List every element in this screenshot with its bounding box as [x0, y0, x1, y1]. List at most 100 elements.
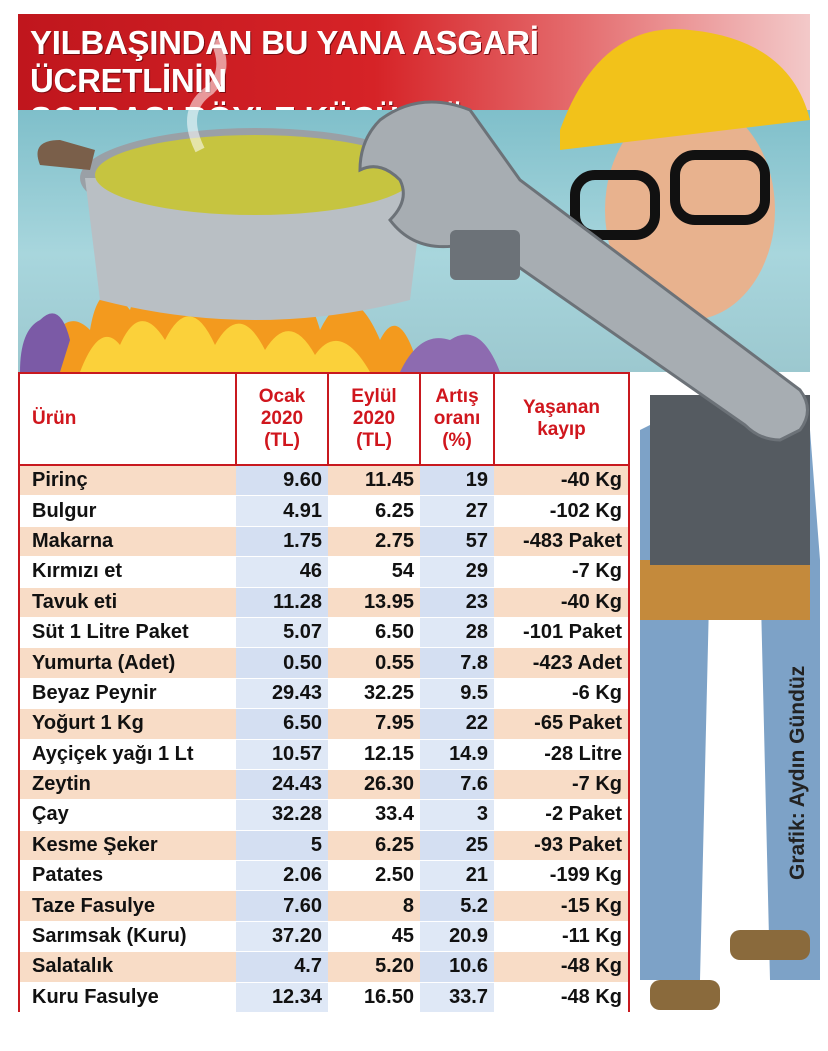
cell-rate: 19	[420, 465, 494, 497]
headline-line-1: YILBAŞINDAN BU YANA ASGARİ ÜCRETLİNİN	[30, 24, 539, 99]
cell-product: Patates	[20, 860, 236, 892]
table-row: Taze Fasulye 7.60 8 5.2 -15 Kg	[20, 890, 628, 922]
cell-loss: -2 Paket	[494, 799, 628, 831]
cell-sep: 33.4	[328, 799, 420, 831]
cell-product: Tavuk eti	[20, 587, 236, 618]
header-jan-line-1: Ocak	[258, 386, 306, 407]
cell-rate: 7.8	[420, 647, 494, 679]
table-body: Pirinç 9.60 11.45 19 -40 Kg Bulgur 4.91 6.25 27-…	[20, 465, 628, 1014]
table-row: Zeytin 24.43 26.30 7.6 -7 Kg	[20, 769, 628, 801]
cell-rate: 57	[420, 526, 494, 558]
cell-jan: 37.20	[236, 921, 328, 953]
cell-product: Beyaz Peynir	[20, 678, 236, 710]
cell-product: Ayçiçek yağı 1 Lt	[20, 739, 236, 770]
cell-jan: 6.50	[236, 708, 328, 740]
header-sep-line-1: Eylül	[351, 386, 397, 407]
cell-jan: 2.06	[236, 860, 328, 892]
cell-jan: 7.60	[236, 890, 328, 922]
table-row: Sarımsak (Kuru) 37.20 45 20.9 -11 Kg	[20, 921, 628, 953]
header-product: Ürün	[20, 374, 237, 466]
cell-rate: 27	[420, 495, 494, 527]
cell-product: Çay	[20, 799, 236, 831]
table-row: Yoğurt 1 Kg 6.50 7.95 22 -65 Paket	[20, 708, 628, 740]
cell-jan: 4.7	[236, 951, 328, 983]
cell-jan: 12.34	[236, 982, 328, 1014]
table-row: Beyaz Peynir 29.43 32.25 9.5 -6 Kg	[20, 678, 628, 710]
cell-jan: 9.60	[236, 465, 328, 497]
cell-loss: -93 Paket	[494, 830, 628, 862]
table-row: Patates 2.06 2.50 21 -199 Kg	[20, 860, 628, 892]
cell-sep: 6.25	[328, 830, 420, 862]
cell-rate: 29	[420, 556, 494, 588]
worker-icon	[560, 29, 820, 1010]
cell-loss: -7 Kg	[494, 556, 628, 588]
cell-product: Kesme Şeker	[20, 830, 236, 862]
cell-jan: 0.50	[236, 647, 328, 679]
cell-sep: 13.95	[328, 587, 420, 618]
cell-rate: 7.6	[420, 769, 494, 801]
cell-rate: 23	[420, 587, 494, 618]
cell-loss: -199 Kg	[494, 860, 628, 892]
header-loss-line-2: kayıp	[537, 419, 586, 440]
cell-sep: 54	[328, 556, 420, 588]
cell-jan: 29.43	[236, 678, 328, 710]
cell-sep: 2.50	[328, 860, 420, 892]
cell-product: Makarna	[20, 526, 236, 558]
cell-jan: 1.75	[236, 526, 328, 558]
cell-sep: 32.25	[328, 678, 420, 710]
table-header-row: Ürün Ocak 2020 (TL) Eylül 2020 (TL) Artı…	[20, 374, 628, 466]
cell-jan: 46	[236, 556, 328, 588]
header-rate: Artış oranı (%)	[420, 374, 495, 466]
cell-rate: 22	[420, 708, 494, 740]
wrench-icon	[358, 100, 809, 442]
cell-loss: -423 Adet	[494, 647, 628, 679]
cell-rate: 28	[420, 617, 494, 649]
cell-jan: 5.07	[236, 617, 328, 649]
cell-rate: 20.9	[420, 921, 494, 953]
cell-product: Kırmızı et	[20, 556, 236, 588]
header-rate-line-3: (%)	[442, 430, 472, 451]
cell-loss: -101 Paket	[494, 617, 628, 649]
cell-product: Pirinç	[20, 465, 236, 497]
cell-sep: 6.25	[328, 495, 420, 527]
cell-sep: 7.95	[328, 708, 420, 740]
cell-loss: -40 Kg	[494, 465, 628, 497]
cell-product: Sarımsak (Kuru)	[20, 921, 236, 953]
cell-loss: -48 Kg	[494, 982, 628, 1014]
credit-text: Grafik: Aydın Gündüz	[786, 665, 809, 880]
cell-sep: 45	[328, 921, 420, 953]
table-row: Süt 1 Litre Paket 5.07 6.50 28 -101 Paket	[20, 617, 628, 649]
header-jan-line-3: (TL)	[264, 430, 300, 451]
cell-product: Kuru Fasulye	[20, 982, 236, 1014]
cell-loss: -7 Kg	[494, 769, 628, 801]
header-loss-line-1: Yaşanan	[522, 397, 601, 418]
table-row: Kesme Şeker 5 6.25 25 -93 Paket	[20, 830, 628, 862]
header-rate-line-1: Artış	[435, 386, 479, 407]
cell-jan: 32.28	[236, 799, 328, 831]
table-row: Tavuk eti 11.28 13.95 23 -40 Kg	[20, 587, 628, 618]
cell-rate: 21	[420, 860, 494, 892]
cell-sep: 12.15	[328, 739, 420, 770]
cell-sep: 8	[328, 890, 420, 922]
header-sep: Eylül 2020 (TL)	[328, 374, 421, 466]
table-row: Kırmızı et 46 54 29 -7 Kg	[20, 556, 628, 588]
cell-product: Süt 1 Litre Paket	[20, 617, 236, 649]
cell-jan: 5	[236, 830, 328, 862]
cell-loss: -48 Kg	[494, 951, 628, 983]
header-loss: Yaşanan kayıp	[494, 374, 628, 466]
cell-jan: 4.91	[236, 495, 328, 527]
pot-icon	[37, 37, 473, 320]
cell-loss: -28 Litre	[494, 739, 628, 770]
cell-sep: 11.45	[328, 465, 420, 497]
price-table: Ürün Ocak 2020 (TL) Eylül 2020 (TL) Artı…	[18, 372, 630, 1014]
table-row: Kuru Fasulye 12.34 16.50 33.7 -48 Kg	[20, 982, 628, 1014]
header-jan: Ocak 2020 (TL)	[236, 374, 329, 466]
cell-rate: 5.2	[420, 890, 494, 922]
header-product-label: Ürün	[32, 408, 77, 429]
table-row: Çay 32.28 33.4 3 -2 Paket	[20, 799, 628, 831]
cell-loss: -483 Paket	[494, 526, 628, 558]
cell-sep: 6.50	[328, 617, 420, 649]
table-row: Yumurta (Adet) 0.50 0.55 7.8 -423 Adet	[20, 647, 628, 679]
cell-loss: -6 Kg	[494, 678, 628, 710]
